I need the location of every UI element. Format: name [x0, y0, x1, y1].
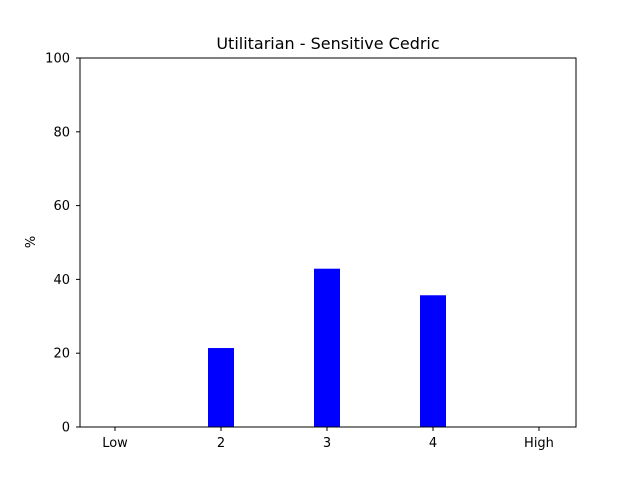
bar-3: [314, 268, 340, 427]
x-ticks-group: Low 2 3 4 High: [102, 427, 554, 451]
y-tick-label: 60: [53, 199, 70, 214]
x-tick-label: High: [524, 436, 554, 451]
y-tick-label: 20: [53, 347, 70, 362]
bars-group: [208, 268, 446, 427]
x-tick-label: 3: [323, 436, 331, 451]
y-ticks-group: 0 20 40 60 80 100: [45, 52, 80, 436]
x-tick-label: 4: [429, 436, 437, 451]
y-tick-label: 40: [53, 273, 70, 288]
y-tick-label: 100: [45, 52, 70, 67]
y-axis-label: %: [24, 236, 39, 248]
x-tick-label: 2: [217, 436, 225, 451]
y-tick-label: 0: [62, 421, 70, 436]
plot-frame: [79, 57, 577, 428]
bar-4: [420, 295, 446, 427]
bar-2: [208, 348, 234, 427]
y-tick-label: 80: [53, 125, 70, 140]
chart-title: Utilitarian - Sensitive Cedric: [216, 34, 439, 53]
x-tick-label: Low: [102, 436, 128, 451]
